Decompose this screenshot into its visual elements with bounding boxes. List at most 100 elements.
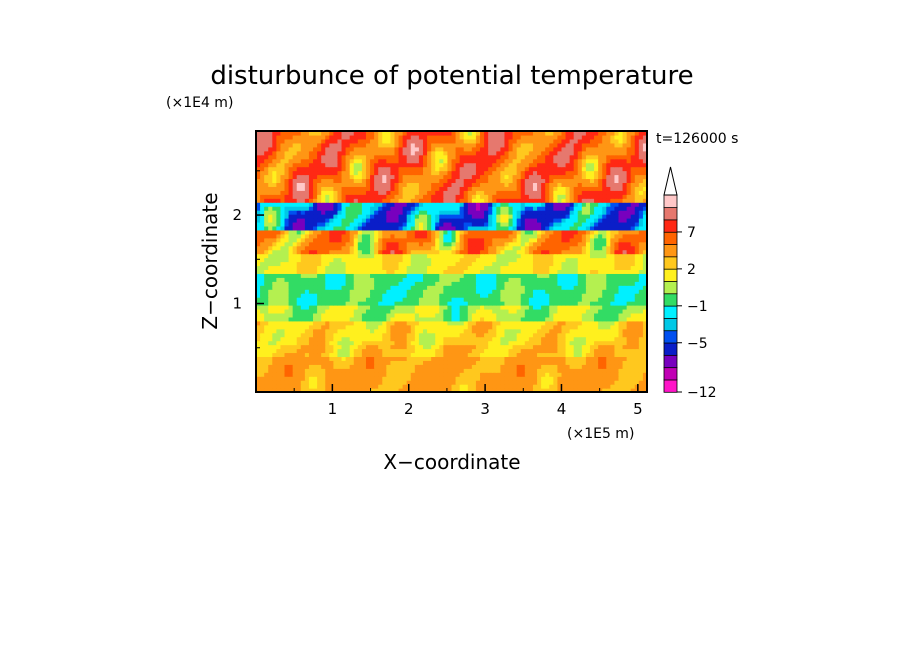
heatmap-cell [614, 380, 620, 385]
heatmap-cell [321, 305, 326, 310]
heatmap-cell [488, 380, 493, 385]
heatmap-cell [264, 301, 269, 306]
heatmap-cell [447, 198, 453, 203]
heatmap-cell [374, 257, 379, 263]
heatmap-cell [573, 364, 579, 369]
heatmap-cell [565, 348, 571, 354]
heatmap-cell [264, 237, 269, 243]
heatmap-cell [508, 277, 514, 282]
heatmap-cell [321, 384, 326, 389]
heatmap-cell [256, 257, 261, 263]
heatmap-cell [455, 202, 461, 207]
heatmap-cell [435, 308, 440, 314]
heatmap-cell [496, 376, 501, 381]
heatmap-cell [349, 312, 355, 318]
heatmap-cell [496, 257, 501, 263]
heatmap-cell [622, 356, 628, 361]
heatmap-cell [541, 384, 546, 389]
heatmap-cell [272, 277, 277, 282]
heatmap-cell [610, 261, 616, 267]
heatmap-cell [353, 364, 359, 369]
heatmap-cell [325, 360, 330, 365]
heatmap-cell [630, 305, 636, 310]
heatmap-cell [268, 340, 273, 346]
heatmap-cell [317, 210, 322, 215]
heatmap-cell [422, 348, 428, 354]
heatmap-cell [500, 297, 506, 302]
heatmap-cell [447, 324, 453, 330]
heatmap-cell [308, 372, 314, 377]
heatmap-cell [394, 210, 400, 215]
heatmap-cell [557, 356, 563, 361]
heatmap-cell [610, 218, 616, 223]
heatmap-cell [504, 289, 510, 294]
heatmap-cell [256, 277, 261, 282]
heatmap-cell [325, 305, 330, 310]
heatmap-cell [382, 225, 387, 231]
heatmap-cell [313, 312, 318, 318]
heatmap-cell [292, 285, 298, 290]
heatmap-cell [402, 384, 408, 389]
heatmap-cell [480, 265, 485, 270]
heatmap-cell [276, 190, 282, 195]
heatmap-cell [365, 364, 371, 369]
heatmap-cell [447, 261, 453, 267]
heatmap-cell [333, 202, 339, 207]
heatmap-cell [512, 190, 518, 195]
heatmap-cell [264, 328, 269, 334]
heatmap-cell [626, 269, 632, 274]
heatmap-cell [537, 301, 542, 306]
heatmap-cell [475, 253, 481, 259]
heatmap-cell [500, 285, 506, 290]
heatmap-cell [435, 372, 440, 377]
heatmap-cell [276, 364, 282, 369]
heatmap-cell [594, 273, 599, 278]
heatmap-cell [264, 344, 269, 350]
heatmap-cell [471, 265, 477, 270]
heatmap-cell [374, 352, 379, 357]
heatmap-cell [598, 218, 603, 223]
heatmap-cell [398, 356, 404, 361]
heatmap-cell [406, 305, 412, 310]
heatmap-cell [585, 194, 591, 199]
heatmap-cell [524, 328, 530, 334]
heatmap-cell [447, 368, 453, 373]
heatmap-cell [435, 293, 440, 298]
heatmap-cell [268, 328, 273, 334]
heatmap-cell [610, 257, 616, 263]
heatmap-cell [459, 214, 465, 219]
heatmap-cell [602, 328, 607, 334]
heatmap-cell [451, 210, 457, 215]
heatmap-cell [435, 210, 440, 215]
heatmap-cell [321, 301, 326, 306]
heatmap-cell [569, 269, 575, 274]
heatmap-cell [463, 308, 469, 314]
heatmap-cell [317, 308, 322, 314]
heatmap-cell [288, 352, 294, 357]
heatmap-cell [264, 261, 269, 267]
heatmap-cell [365, 269, 371, 274]
heatmap-cell [435, 241, 440, 247]
heatmap-cell [365, 384, 371, 389]
heatmap-cell [313, 198, 318, 203]
heatmap-cell [577, 237, 583, 243]
heatmap-cell [386, 301, 391, 306]
heatmap-cell [378, 308, 383, 314]
heatmap-cell [455, 340, 461, 346]
heatmap-cell [447, 356, 453, 361]
heatmap-cell [516, 305, 522, 310]
heatmap-cell [622, 376, 628, 381]
heatmap-cell [618, 368, 624, 373]
heatmap-cell [565, 360, 571, 365]
heatmap-cell [280, 190, 286, 195]
heatmap-cell [528, 352, 534, 357]
heatmap-cell [394, 324, 400, 330]
heatmap-cell [541, 269, 546, 274]
heatmap-cell [553, 380, 558, 385]
heatmap-cell [606, 257, 611, 263]
heatmap-cell [594, 305, 599, 310]
heatmap-cell [418, 372, 424, 377]
heatmap-cell [378, 237, 383, 243]
heatmap-cell [374, 186, 379, 191]
heatmap-cell [341, 206, 347, 211]
